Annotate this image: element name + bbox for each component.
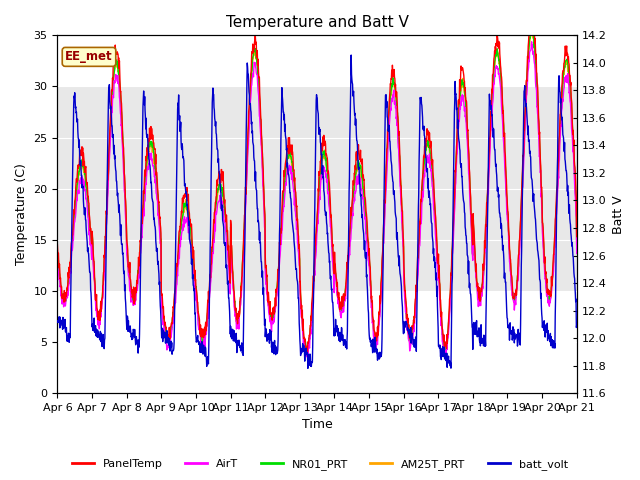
- Y-axis label: Batt V: Batt V: [612, 195, 625, 234]
- Title: Temperature and Batt V: Temperature and Batt V: [226, 15, 408, 30]
- Y-axis label: Temperature (C): Temperature (C): [15, 163, 28, 265]
- Text: EE_met: EE_met: [65, 50, 113, 63]
- X-axis label: Time: Time: [301, 419, 332, 432]
- Legend: PanelTemp, AirT, NR01_PRT, AM25T_PRT, batt_volt: PanelTemp, AirT, NR01_PRT, AM25T_PRT, ba…: [68, 455, 572, 474]
- Bar: [58, 86, 577, 291]
